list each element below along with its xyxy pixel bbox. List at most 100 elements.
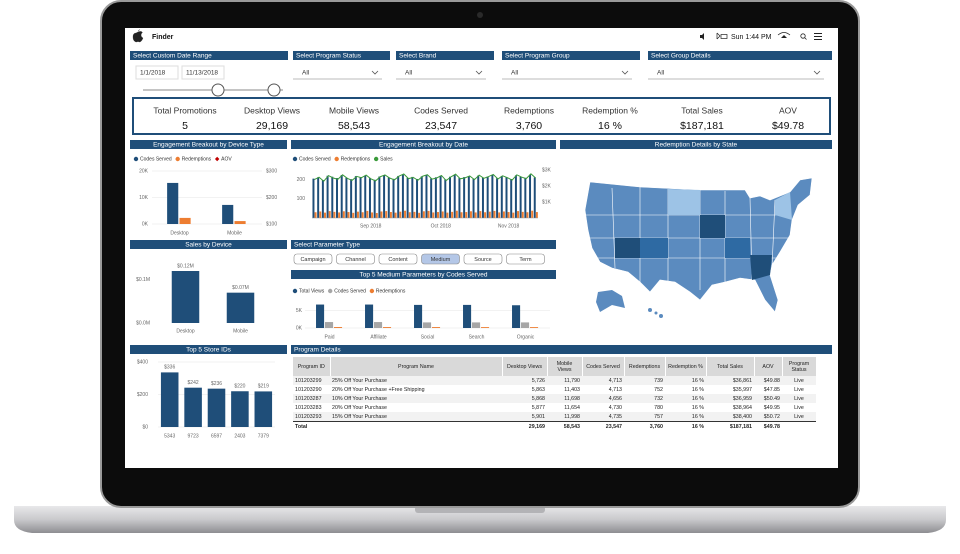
legend-marker [334,156,339,162]
parameter-button[interactable] [336,253,375,265]
section-title: Select Brand [399,53,437,60]
bar [368,178,371,218]
data-label: $336 [164,365,175,371]
total-cell: 3,760 [624,421,665,431]
table-cell: 5,863 [531,386,545,393]
kpi-value: 29,169 [256,120,288,132]
program-table: Program ID Program Name Desktop Views Mobil… [293,357,817,431]
date-input[interactable] [181,65,225,80]
bar [254,391,273,427]
dropdown[interactable] [648,66,824,79]
section-title: Top 5 Medium Parameters by Codes Served [360,272,488,279]
bar [160,372,179,427]
bar [507,212,510,218]
y-tick-label: 200 [297,177,306,183]
parameter-button[interactable] [378,253,418,265]
bar [316,304,325,328]
bar [359,177,362,218]
x-tick-label: Search [469,334,485,340]
bar [352,212,355,218]
y-tick-label: 100 [297,196,306,202]
apple-icon[interactable] [132,29,144,43]
bar [414,304,423,328]
bar [427,210,430,218]
bar [431,327,441,328]
bar [361,212,364,218]
total-cell-empty [782,421,816,431]
bar [340,174,343,218]
kpi-box [132,97,831,135]
parameter-label: Campaign [300,257,325,263]
bar [226,292,255,323]
bar [472,178,475,218]
total-cell: $49.78 [754,421,782,431]
kpi-label: Codes Served [414,105,468,115]
header-row: Program ID Program Name Desktop Views Mobil… [293,357,817,376]
section-header [130,240,287,249]
total-cell: 29,169 [502,421,547,431]
date-input[interactable] [135,65,179,80]
y-tick-label: $0.1M [136,277,150,283]
table-cell: 16 % [665,376,706,385]
x-tick-label: Paid [324,334,334,340]
table-cell: 101203283 [295,404,322,411]
x-tick-label: 7379 [258,433,269,439]
parameter-button[interactable] [463,253,503,265]
bar [502,211,505,218]
bar [392,178,395,218]
bar [449,176,451,218]
bar [413,211,416,218]
date-slider-start[interactable] [211,83,225,97]
section-title: Program Details [294,347,341,354]
bar [179,217,191,224]
column-header: Program Name [330,357,503,376]
x-tick-label: Desktop [176,328,195,334]
table-cell: 780 [654,404,663,411]
table-cell: 4,713 [582,376,624,385]
table-cell: 25% Off Your Purchase [330,376,502,385]
parameter-button[interactable] [506,253,545,265]
bar [345,177,348,218]
bar [356,211,359,218]
y-tick-label: $200 [137,392,148,398]
bar [446,212,449,218]
bar [401,174,404,218]
kpi-label: Desktop Views [244,105,300,115]
bar [430,178,433,218]
dropdown[interactable] [502,66,632,79]
bar [439,175,442,218]
data-label: $220 [234,384,245,390]
app-name: Finder [152,34,174,41]
bar [453,174,456,218]
kpi-value: 3,760 [516,120,542,132]
date-slider-end[interactable] [267,83,281,97]
legend-label: Redemptions [376,288,406,294]
table-cell: 11,698 [547,394,582,403]
bar [517,211,520,218]
x-tick-label: Nov 2018 [498,223,520,229]
total-cell: 23,547 [582,421,624,431]
total-row: Total 29,169 58,543 23,547 3,760 16 % $187,181… [293,421,816,431]
table-cell: Live [782,376,816,385]
kpi-label: Total Sales [681,105,723,115]
parameter-button[interactable] [421,253,460,265]
table-cell: 11,654 [564,404,580,411]
bar [467,176,470,218]
column-header: Desktop Views [502,357,548,376]
bar [338,212,341,218]
bar [167,182,179,224]
legend-label: Redemptions [341,156,371,162]
x-tick-label: Social [421,334,435,340]
kpi-value: 5 [182,120,188,132]
legend-label: Redemptions [182,156,212,162]
bar [437,212,439,218]
table-cell: Live [782,412,816,422]
legend-marker [133,156,139,162]
y-tick-label: $3K [542,167,552,173]
bar [493,210,496,218]
kpi-value: $49.78 [772,120,804,132]
parameter-button[interactable] [293,253,333,265]
section-header [502,51,640,60]
column-header: Total Sales [706,357,755,376]
